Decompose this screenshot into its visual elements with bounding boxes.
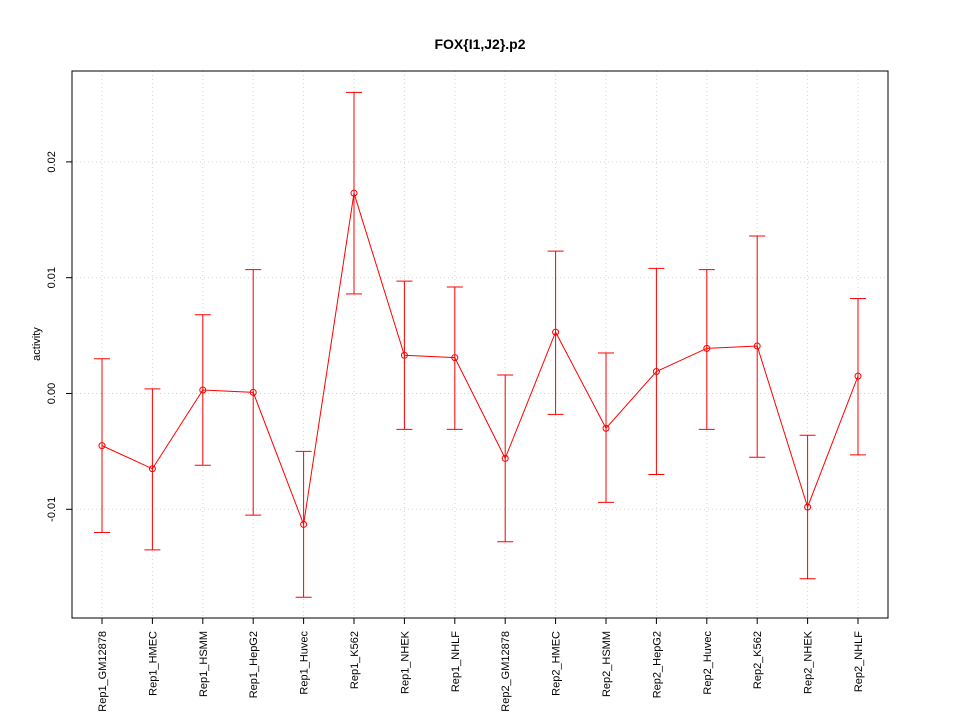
y-tick-label: 0.02: [46, 151, 58, 172]
x-tick-label: Rep1_NHLF: [450, 631, 462, 692]
data-point: [804, 503, 812, 511]
data-point: [501, 454, 509, 462]
x-tick-label: Rep1_GM12878: [97, 631, 109, 712]
data-point: [199, 386, 207, 394]
x-tick-label: Rep2_HMEC: [551, 631, 563, 696]
data-point: [98, 442, 106, 450]
chart-title: FOX{I1,J2}.p2: [434, 36, 525, 52]
data-point: [552, 328, 560, 336]
x-tick-label: Rep1_HepG2: [248, 631, 260, 698]
x-tick-label: Rep2_NHLF: [853, 631, 865, 692]
data-point: [652, 367, 660, 375]
data-point: [854, 372, 862, 380]
data-point: [300, 520, 308, 528]
x-tick-label: Rep2_GM12878: [500, 631, 512, 712]
y-tick-label: 0.01: [46, 267, 58, 288]
data-point: [451, 354, 459, 362]
x-tick-label: Rep2_Huvec: [702, 631, 714, 695]
data-point: [753, 342, 761, 350]
x-tick-label: Rep2_K562: [752, 631, 764, 689]
x-tick-label: Rep1_HMEC: [147, 631, 159, 696]
x-tick-label: Rep1_K562: [349, 631, 361, 689]
x-tick-label: Rep1_HSMM: [198, 631, 210, 697]
x-tick-label: Rep2_HepG2: [651, 631, 663, 698]
y-tick-label: 0.00: [46, 383, 58, 404]
series-line: [101, 193, 859, 527]
grid: [72, 71, 888, 618]
axes: -0.01 0.00 0.01 0.02 Rep1_GM12878 Rep1_HMEC Re…: [46, 151, 865, 712]
data-point: [602, 424, 610, 432]
data-point: [350, 189, 358, 197]
y-axis-label: activity: [31, 327, 43, 361]
y-tick-label: -0.01: [46, 497, 58, 522]
x-tick-label: Rep1_Huvec: [299, 631, 311, 695]
series: [94, 91, 866, 598]
x-tick-label: Rep2_NHEK: [803, 630, 815, 694]
x-tick-label: Rep2_HSMM: [601, 631, 613, 697]
plot-frame: [71, 70, 889, 619]
x-tick-label: Rep1_NHEK: [399, 630, 411, 694]
data-point: [703, 344, 711, 352]
data-point: [400, 351, 408, 359]
data-point: [148, 465, 156, 473]
data-point: [249, 388, 257, 396]
